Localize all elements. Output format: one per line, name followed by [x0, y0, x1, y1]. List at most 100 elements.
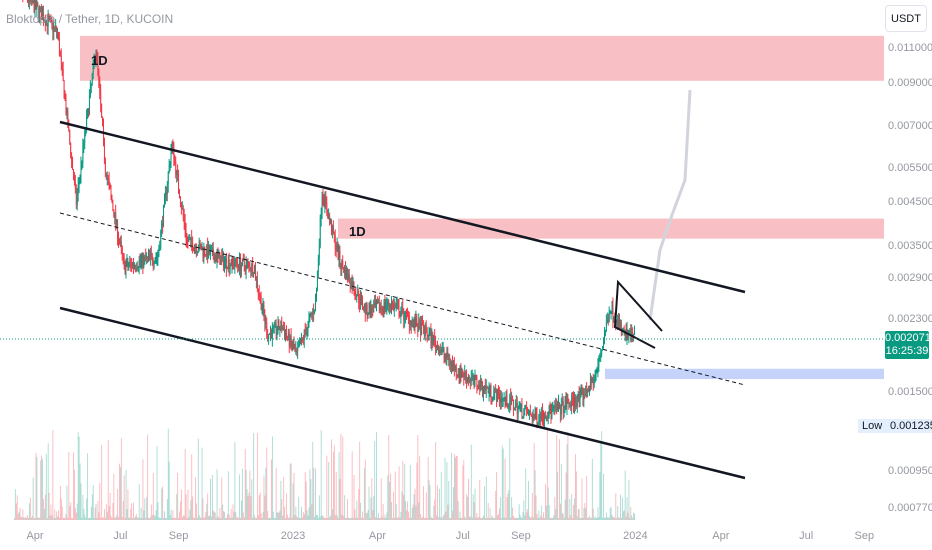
- candle-body: [31, 0, 33, 3]
- volume-bar: [365, 513, 367, 520]
- candle-body: [55, 27, 57, 29]
- candle-body: [79, 175, 81, 182]
- y-tick-label: 0.000950: [888, 465, 932, 478]
- candle-body: [241, 265, 242, 271]
- volume-bar: [624, 470, 626, 520]
- volume-bar: [494, 517, 496, 520]
- candle-body: [583, 395, 585, 401]
- volume-bar: [585, 507, 587, 520]
- candle-body: [109, 183, 111, 189]
- volume-bar: [523, 500, 525, 520]
- candle-body: [72, 159, 74, 170]
- candle-body: [578, 394, 580, 400]
- candle-body: [594, 377, 596, 379]
- candle-body: [101, 104, 103, 117]
- candle-body: [429, 331, 431, 333]
- candle-body: [90, 83, 92, 87]
- volume-bar: [400, 511, 402, 520]
- candle-body: [297, 347, 299, 352]
- candle-body: [507, 406, 509, 408]
- candle-body: [70, 143, 72, 157]
- candle-body: [46, 20, 48, 27]
- candle-body: [489, 385, 491, 391]
- volume-bar: [336, 515, 338, 520]
- candle-body: [479, 380, 481, 390]
- candle-body: [379, 306, 381, 311]
- volume-bar: [105, 503, 107, 520]
- candle-body: [107, 178, 109, 180]
- y-tick-label: 0.003500: [888, 239, 932, 252]
- candle-body: [392, 303, 393, 305]
- volume-bar: [122, 501, 124, 520]
- candle-body: [508, 404, 510, 408]
- candle-body: [413, 318, 415, 322]
- candle-body: [468, 379, 470, 381]
- candle-body: [457, 374, 459, 376]
- volume-bar: [345, 517, 347, 520]
- candle-body: [483, 389, 484, 394]
- candle-body: [579, 392, 581, 400]
- volume-bar: [527, 509, 529, 520]
- volume-bar: [84, 514, 86, 520]
- candle-body: [395, 305, 397, 308]
- candle-body: [168, 165, 170, 173]
- candle-body: [388, 300, 390, 307]
- volume-bar: [290, 463, 292, 520]
- candle-body: [197, 250, 199, 252]
- volume-bar: [137, 517, 139, 520]
- volume-bar: [558, 517, 560, 520]
- volume-bar: [59, 485, 61, 520]
- volume-bar: [484, 517, 486, 520]
- volume-bar: [589, 516, 590, 520]
- volume-bar: [350, 517, 352, 520]
- candle-body: [598, 358, 600, 367]
- volume-bar: [628, 479, 630, 520]
- volume-bar: [389, 482, 391, 520]
- candle-body: [462, 373, 464, 377]
- volume-bar: [380, 478, 382, 520]
- volume-bar: [194, 518, 195, 520]
- volume-bar: [565, 472, 567, 520]
- volume-bar: [563, 517, 565, 520]
- candle-body: [207, 245, 209, 258]
- volume-bar: [270, 517, 271, 520]
- volume-bar: [498, 513, 499, 520]
- channel-mid-line: [59, 212, 746, 386]
- volume-bar: [358, 489, 360, 520]
- candle-body: [74, 178, 75, 182]
- volume-bar: [539, 517, 541, 520]
- volume-bar: [17, 513, 19, 520]
- volume-bar: [596, 517, 598, 520]
- volume-bar: [185, 494, 187, 520]
- volume-bar: [632, 517, 634, 520]
- candle-body: [327, 212, 329, 219]
- last-price-label: 0.002071 16:25:39: [885, 331, 931, 359]
- volume-bar: [195, 503, 197, 520]
- volume-bar: [393, 517, 395, 520]
- candle-body: [572, 396, 574, 398]
- candle-body: [289, 335, 291, 347]
- candle-body: [554, 406, 556, 409]
- volume-bar: [157, 502, 159, 520]
- volume-bar: [81, 517, 83, 520]
- candle-body: [292, 344, 294, 348]
- volume-bar: [308, 507, 310, 520]
- candle-body: [444, 355, 446, 357]
- volume-bar: [367, 509, 369, 520]
- candle-body: [144, 256, 146, 258]
- candle-body: [575, 403, 577, 407]
- currency-button[interactable]: USDT: [885, 5, 927, 32]
- volume-bar: [14, 489, 16, 520]
- volume-bar: [441, 517, 443, 520]
- candle-body: [256, 278, 258, 289]
- volume-bar: [514, 517, 516, 520]
- volume-bar: [578, 509, 580, 520]
- volume-bar: [509, 438, 511, 520]
- volume-bar: [626, 497, 628, 520]
- volume-bar: [273, 517, 275, 520]
- volume-bar: [190, 500, 192, 520]
- candle-body: [384, 302, 386, 309]
- candle-body: [240, 258, 241, 271]
